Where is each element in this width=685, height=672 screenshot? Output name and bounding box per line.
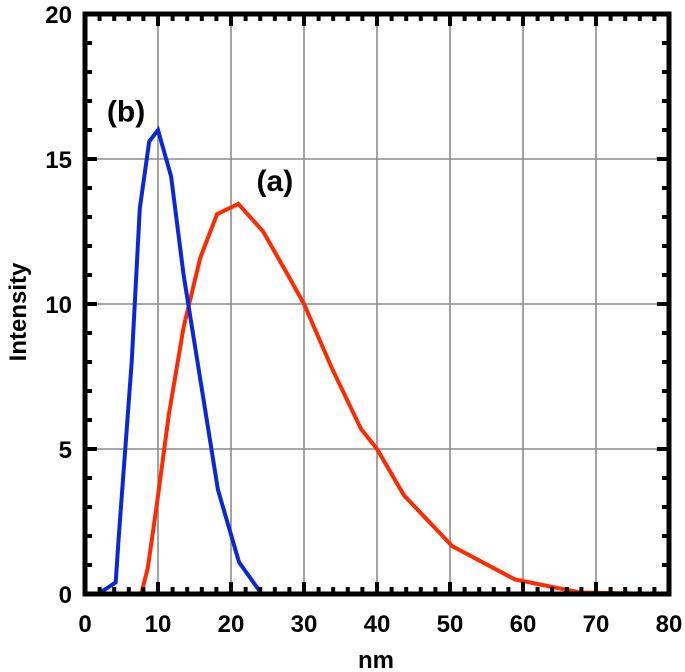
series-line-0 xyxy=(85,201,670,596)
x-tick-label: 30 xyxy=(291,611,318,638)
y-tick-label: 15 xyxy=(45,147,72,174)
x-tick-label: 70 xyxy=(583,611,610,638)
x-tick-label: 10 xyxy=(145,611,172,638)
series-line-1 xyxy=(85,125,669,596)
y-tick-label: 10 xyxy=(45,292,72,319)
x-tick-label: 80 xyxy=(656,611,683,638)
y-tick-label: 5 xyxy=(59,437,72,464)
x-tick-label: 50 xyxy=(437,611,464,638)
x-tick-label: 0 xyxy=(78,611,91,638)
series-label-annotation: (a) xyxy=(257,165,294,198)
series-annotations: (a) (b) xyxy=(107,95,293,198)
x-axis-title: nm xyxy=(358,647,394,672)
y-tick-label: 20 xyxy=(45,2,72,29)
y-tick-labels: 0 5 10 15 20 xyxy=(45,2,72,609)
y-tick-label: 0 xyxy=(59,582,72,609)
x-tick-label: 40 xyxy=(364,611,391,638)
x-tick-label: 20 xyxy=(218,611,245,638)
gridlines xyxy=(85,14,669,594)
axis-ticks xyxy=(83,12,671,596)
series-label-annotation: (b) xyxy=(107,95,145,128)
y-axis-title: Intensity xyxy=(5,262,32,361)
data-series xyxy=(85,125,670,596)
x-tick-label: 60 xyxy=(510,611,537,638)
x-tick-labels: 0 10 20 30 40 50 60 70 80 xyxy=(78,611,682,638)
